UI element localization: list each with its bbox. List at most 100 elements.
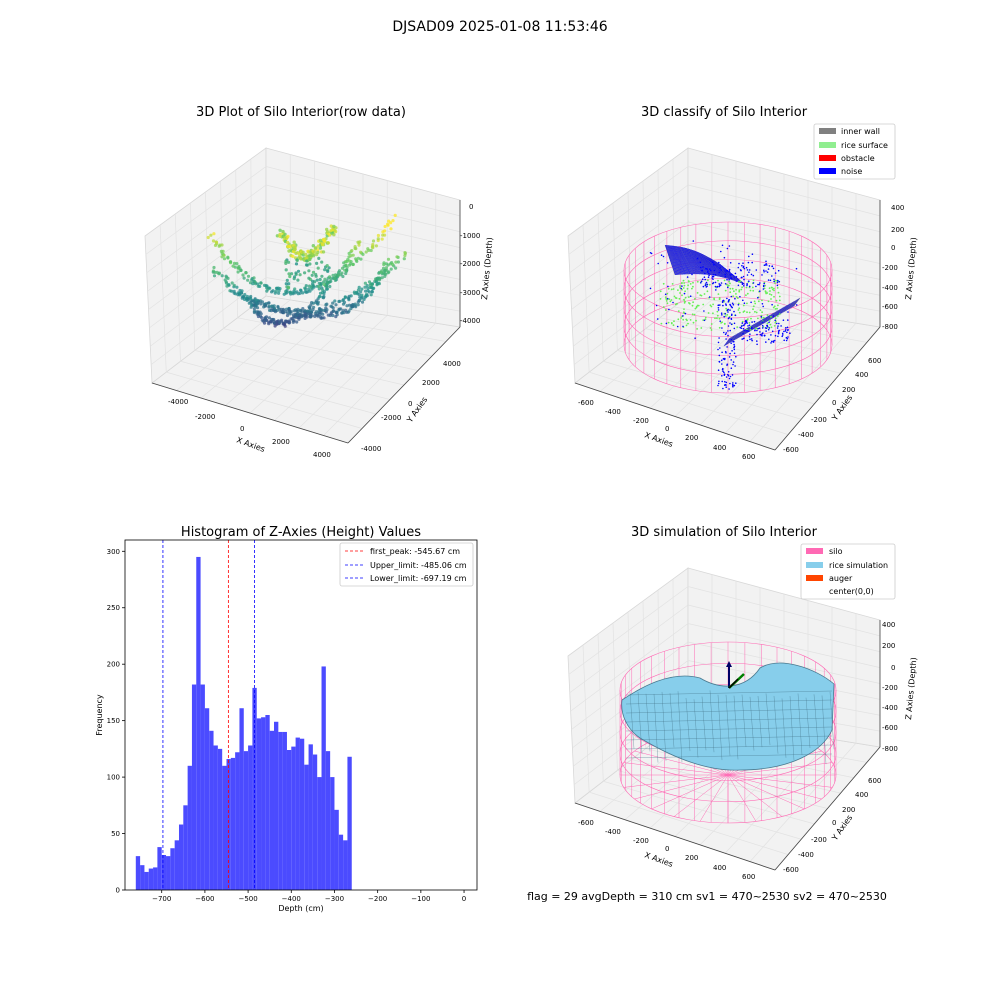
classify-point-noise: [725, 386, 727, 389]
classify-point-rice: [770, 286, 773, 289]
raw-scatter-point: [316, 250, 320, 255]
classify-point-rice: [768, 287, 771, 290]
rice-surface-mesh-line: [625, 735, 833, 741]
raw-scatter-point: [370, 245, 374, 249]
raw-scatter-point: [274, 289, 278, 293]
raw-scatter-point: [333, 299, 337, 303]
raw-scatter-point: [384, 262, 389, 266]
classify-legend-frame: [813, 123, 896, 180]
raw-x-tick: 0: [240, 425, 244, 433]
raw-scatter-point: [322, 295, 326, 299]
raw-scatter-point: [337, 269, 342, 273]
raw-scatter-point: [365, 283, 369, 288]
simulation-x-tick: 200: [685, 854, 698, 862]
classify-wall-streak: [682, 247, 698, 275]
classify-point-noise: [777, 325, 779, 327]
classify-point-noise: [760, 316, 763, 318]
raw-x-tick: -4000: [168, 398, 188, 406]
raw-scatter-point: [301, 291, 305, 295]
classify-point-rice: [709, 304, 712, 307]
classify-point-noise: [722, 357, 725, 360]
classify-point-rice: [770, 298, 772, 300]
raw-scatter-point: [273, 324, 277, 328]
classify-point-rice: [768, 320, 771, 322]
classify-point-noise: [748, 285, 751, 288]
classify-point-rice: [757, 317, 759, 320]
raw-scatter-point: [316, 266, 320, 270]
raw-scatter-point: [259, 302, 263, 306]
classify-point-noise: [733, 384, 736, 387]
raw-scatter-point: [351, 262, 355, 267]
classify-point-noise: [733, 343, 735, 346]
legend-label-first-peak: first_peak: -545.67 cm: [370, 547, 460, 556]
raw-scatter-point: [232, 283, 236, 287]
classify-point-rice: [660, 322, 663, 325]
classify-point-noise: [733, 352, 736, 355]
classify-point-noise: [709, 268, 711, 271]
classify-point-rice: [721, 321, 723, 323]
classify-point-noise: [717, 384, 719, 387]
classify-point-rice: [736, 326, 739, 328]
raw-scatter-point: [217, 272, 221, 276]
classify-axes-box: [567, 147, 881, 451]
raw-scatter-point: [298, 291, 302, 295]
silo-floor-spoke: [727, 762, 833, 776]
raw-x-ticks: -4000 -2000 0 2000 4000: [168, 398, 331, 459]
classify-point-rice: [712, 303, 714, 306]
classify-point-rice: [687, 280, 690, 282]
classify-point-noise: [656, 318, 659, 320]
classify-z-label: Z Axies (Depth): [904, 237, 918, 300]
classify-point-noise: [743, 302, 746, 305]
classify-point-noise: [748, 330, 750, 333]
raw-scatter-point: [328, 275, 332, 279]
classify-point-noise: [774, 334, 777, 337]
classify-point-rice: [664, 296, 667, 298]
histogram-x-label: Depth (cm): [278, 904, 323, 913]
histogram-y-label: Frequency: [95, 694, 104, 736]
histogram-bar: [338, 834, 344, 890]
histogram-y-ticks: 0 50 100 150 200 250 300: [107, 548, 125, 895]
classify-point-rice: [679, 292, 681, 294]
classify-point-rice: [729, 291, 732, 294]
classify-point-noise: [726, 309, 729, 311]
classify-point-noise: [730, 295, 733, 298]
classify-point-noise: [717, 309, 720, 311]
classify-point-rice: [696, 292, 699, 294]
raw-scatter-point: [353, 245, 357, 249]
histogram-bar: [304, 764, 309, 890]
classify-point-noise: [756, 333, 758, 336]
raw-scatter-point: [233, 292, 238, 296]
classify-y-tick: 400: [855, 371, 868, 379]
classify-point-rice: [709, 327, 712, 329]
raw-scatter-point: [232, 261, 237, 265]
raw-scatter-point: [286, 234, 290, 239]
legend-swatch-inner-wall: [819, 128, 836, 134]
raw-scatter-point: [371, 242, 375, 247]
classify-wall-streak: [674, 245, 689, 275]
classify-point-noise: [748, 336, 751, 338]
histogram-bar: [278, 731, 283, 890]
classify-point-rice: [761, 299, 763, 302]
classify-wall-streak: [752, 321, 760, 330]
classify-point-rice: [688, 302, 691, 305]
axes-grid-line: [265, 203, 461, 248]
classify-point-noise: [728, 299, 731, 301]
classify-point-noise: [750, 273, 753, 276]
raw-scatter-point: [333, 276, 337, 280]
axes-grid-line: [146, 184, 267, 274]
raw-scatter-point: [396, 260, 400, 264]
raw-scatter-point: [377, 282, 381, 286]
classify-point-noise: [774, 339, 776, 342]
raw-scatter-point: [272, 321, 277, 325]
simulation-x-tick: 0: [665, 845, 669, 853]
classify-point-noise: [732, 383, 734, 386]
center-arrow-z-head: [726, 661, 732, 667]
classify-point-noise: [729, 382, 731, 385]
raw-scatter-point: [350, 305, 354, 309]
legend-swatch-rice-simulation: [806, 562, 823, 568]
classify-point-noise: [721, 301, 724, 304]
raw-scatter-point: [287, 249, 291, 253]
classify-wall-streak: [669, 245, 682, 275]
classify-point-noise: [733, 310, 735, 313]
raw-scatter-point: [359, 257, 363, 261]
